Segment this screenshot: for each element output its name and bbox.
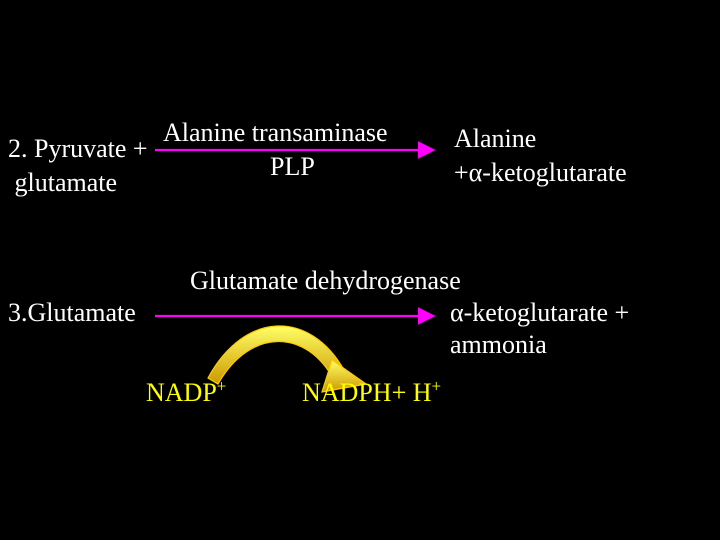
r3-cofactor-left-base: NADP <box>146 378 217 407</box>
r3-cofactor-left-sup: + <box>217 376 227 395</box>
r3-cofactor-right: NADPH+ H+ <box>302 378 441 408</box>
slide-stage: 2. Pyruvate + glutamate Alanine transami… <box>0 0 720 540</box>
r3-cofactor-curved-arrow <box>0 0 720 540</box>
r3-cofactor-right-base: NADPH+ H <box>302 378 432 407</box>
r3-cofactor-right-sup: + <box>432 376 442 395</box>
r3-cofactor-left: NADP+ <box>146 378 226 408</box>
